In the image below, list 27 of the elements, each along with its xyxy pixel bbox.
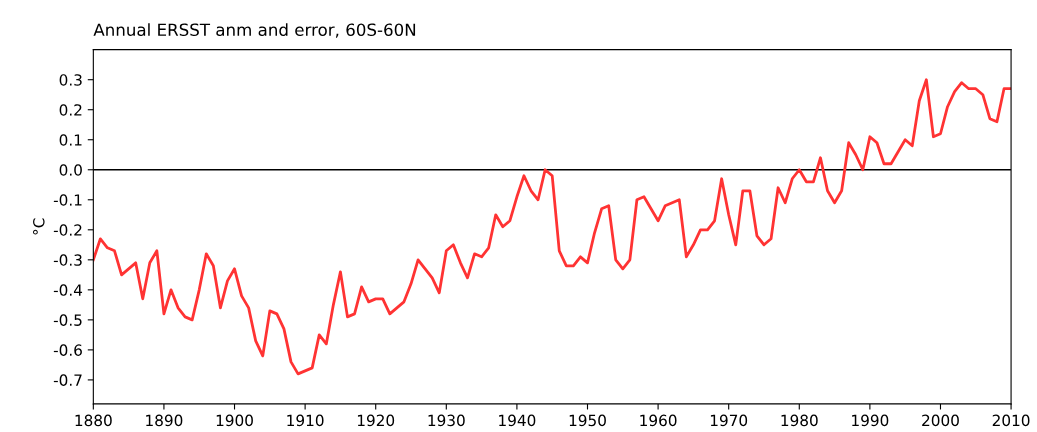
y-axis-title: °C bbox=[33, 218, 45, 235]
x-tick-label: 1960 bbox=[640, 414, 677, 427]
x-tick-label: 2000 bbox=[922, 414, 959, 427]
y-tick-label: 0.3 bbox=[59, 74, 82, 86]
x-tick-label: 2010 bbox=[992, 414, 1030, 427]
x-tick-label: 1920 bbox=[357, 414, 395, 427]
y-tick-label: -0.3 bbox=[53, 254, 82, 266]
x-tick-label: 1910 bbox=[287, 414, 324, 427]
x-tick-label: 1940 bbox=[499, 414, 536, 427]
y-tick-label: -0.6 bbox=[53, 344, 82, 356]
x-tick-label: 1970 bbox=[710, 414, 748, 427]
y-tick-label: 0.0 bbox=[59, 164, 82, 176]
y-tick-label: 0.1 bbox=[59, 134, 82, 146]
x-tick-label: 1930 bbox=[428, 414, 465, 427]
y-tick-label: -0.7 bbox=[53, 374, 82, 386]
x-tick-label: 1890 bbox=[146, 414, 183, 427]
x-tick-label: 1980 bbox=[781, 414, 818, 427]
y-tick-label: -0.2 bbox=[53, 224, 82, 236]
x-tick-label: 1950 bbox=[569, 414, 606, 427]
y-tick-label: -0.4 bbox=[53, 284, 83, 296]
chart-title: Annual ERSST anm and error, 60S-60N bbox=[93, 23, 416, 38]
x-tick-label: 1990 bbox=[852, 414, 889, 427]
x-tick-label: 1880 bbox=[75, 414, 112, 427]
y-tick-label: 0.2 bbox=[59, 104, 82, 116]
x-tick-label: 1900 bbox=[216, 414, 253, 427]
y-tick-label: -0.1 bbox=[53, 194, 82, 206]
y-tick-label: -0.5 bbox=[53, 314, 82, 326]
